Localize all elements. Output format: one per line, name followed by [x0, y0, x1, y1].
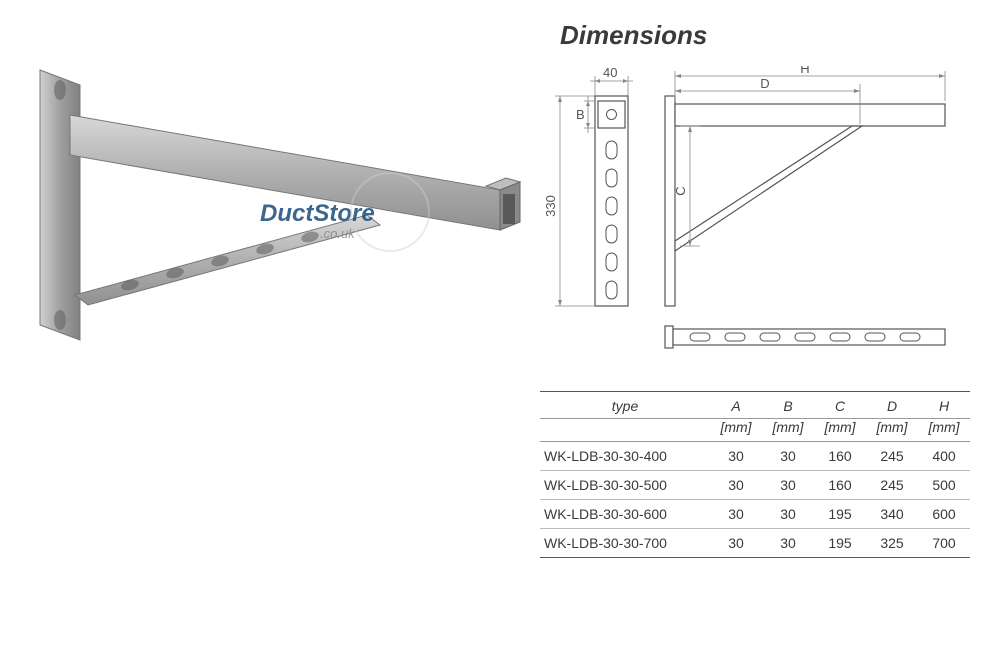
- col-D: D: [866, 392, 918, 419]
- col-type-unit: [540, 419, 710, 442]
- cell: 245: [866, 471, 918, 500]
- dim-D: D: [760, 76, 769, 91]
- col-A-unit: [mm]: [710, 419, 762, 442]
- dim-C: C: [673, 186, 688, 195]
- cell: WK-LDB-30-30-500: [540, 471, 710, 500]
- cell: 30: [710, 471, 762, 500]
- cell: 30: [762, 529, 814, 558]
- col-A: A: [710, 392, 762, 419]
- dimensions-table: type A B C D H [mm] [mm] [mm] [mm] [mm]: [540, 391, 970, 558]
- table-row: WK-LDB-30-30-600 30 30 195 340 600: [540, 500, 970, 529]
- product-panel: DuctStore .co.uk: [0, 0, 540, 657]
- dimensions-title: Dimensions: [560, 20, 980, 51]
- cell: 160: [814, 471, 866, 500]
- cell: 160: [814, 442, 866, 471]
- cell: 700: [918, 529, 970, 558]
- cell: 30: [710, 529, 762, 558]
- col-H: H: [918, 392, 970, 419]
- table-row: WK-LDB-30-30-700 30 30 195 325 700: [540, 529, 970, 558]
- cell: 30: [710, 442, 762, 471]
- col-C-unit: [mm]: [814, 419, 866, 442]
- info-panel: Dimensions 40 B: [540, 0, 1000, 657]
- cell: 325: [866, 529, 918, 558]
- cell: 500: [918, 471, 970, 500]
- table-body: WK-LDB-30-30-400 30 30 160 245 400 WK-LD…: [540, 442, 970, 558]
- col-H-unit: [mm]: [918, 419, 970, 442]
- table-row: WK-LDB-30-30-500 30 30 160 245 500: [540, 471, 970, 500]
- cell: WK-LDB-30-30-400: [540, 442, 710, 471]
- col-B: B: [762, 392, 814, 419]
- dim-40: 40: [603, 66, 617, 80]
- col-type: type: [540, 392, 710, 419]
- cell: 400: [918, 442, 970, 471]
- table-row: WK-LDB-30-30-400 30 30 160 245 400: [540, 442, 970, 471]
- page-container: DuctStore .co.uk Dimensions 40: [0, 0, 1000, 657]
- cell: 30: [762, 500, 814, 529]
- col-B-unit: [mm]: [762, 419, 814, 442]
- cell: 245: [866, 442, 918, 471]
- technical-diagram: 40 B 330: [540, 66, 960, 356]
- cell: 600: [918, 500, 970, 529]
- col-D-unit: [mm]: [866, 419, 918, 442]
- dim-330: 330: [543, 195, 558, 217]
- cell: WK-LDB-30-30-700: [540, 529, 710, 558]
- cell: 195: [814, 529, 866, 558]
- col-C: C: [814, 392, 866, 419]
- cell: 195: [814, 500, 866, 529]
- watermark-circle: [350, 172, 430, 252]
- table-header: type A B C D H [mm] [mm] [mm] [mm] [mm]: [540, 392, 970, 442]
- cell: 30: [710, 500, 762, 529]
- cell: 340: [866, 500, 918, 529]
- dim-H: H: [800, 66, 809, 76]
- cell: 30: [762, 442, 814, 471]
- dim-B: B: [576, 107, 585, 122]
- cell: WK-LDB-30-30-600: [540, 500, 710, 529]
- cell: 30: [762, 471, 814, 500]
- watermark: DuctStore .co.uk: [260, 200, 375, 241]
